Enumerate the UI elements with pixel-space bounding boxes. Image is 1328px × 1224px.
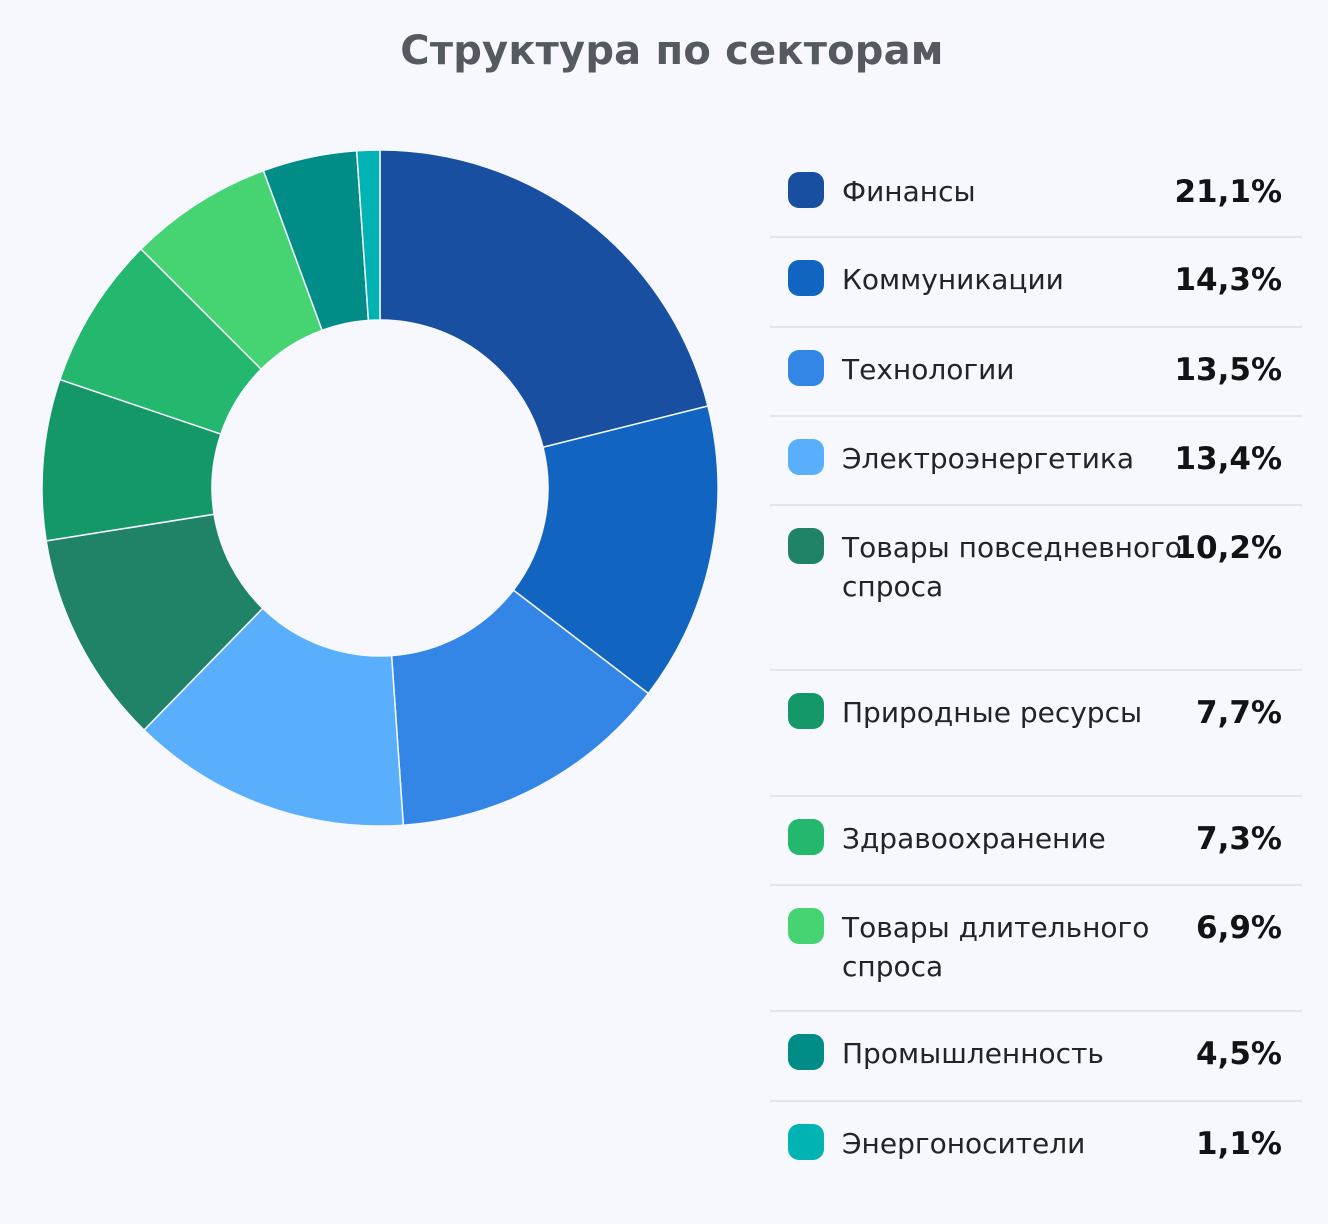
legend-item: Энергоносители 1,1% [770, 1102, 1302, 1192]
legend-swatch [788, 1034, 824, 1070]
legend-value: 13,4% [1174, 441, 1282, 477]
legend-item: Технологии 13,5% [770, 328, 1302, 417]
legend-label: Электроэнергетика [842, 442, 1134, 475]
legend-value: 13,5% [1174, 352, 1282, 388]
legend-swatch [788, 439, 824, 475]
legend-swatch [788, 819, 824, 855]
donut-slice-1[interactable] [512, 405, 719, 695]
legend-label: Товары длительного спроса [842, 911, 1150, 983]
donut-slice-9[interactable] [355, 149, 381, 322]
legend-swatch [788, 260, 824, 296]
legend-item: Природные ресурсы 7,7% [770, 671, 1302, 797]
legend-swatch [788, 528, 824, 564]
legend-label: Товары повседневного спроса [842, 531, 1182, 603]
chart-title: Структура по секторам [400, 28, 944, 74]
legend-value: 14,3% [1174, 262, 1282, 298]
donut-slice-0[interactable] [379, 149, 709, 449]
legend-label: Природные ресурсы [842, 696, 1143, 729]
legend-value: 21,1% [1174, 174, 1282, 210]
legend-value: 7,3% [1196, 821, 1282, 857]
donut-slice-4[interactable] [45, 513, 264, 732]
legend-item: Финансы 21,1% [770, 150, 1302, 238]
legend-value: 4,5% [1196, 1036, 1282, 1072]
legend-item: Здравоохранение 7,3% [770, 797, 1302, 886]
donut-chart [41, 149, 719, 827]
legend-swatch [788, 172, 824, 208]
legend-value: 7,7% [1196, 695, 1282, 731]
legend-value: 6,9% [1196, 910, 1282, 946]
legend-swatch [788, 693, 824, 729]
legend-item: Коммуникации 14,3% [770, 238, 1302, 328]
legend-item: Товары повседневного спроса 10,2% [770, 506, 1302, 671]
legend: Финансы 21,1% Коммуникации 14,3% Технологии 1… [770, 150, 1302, 1192]
legend-item: Электроэнергетика 13,4% [770, 417, 1302, 506]
legend-label: Здравоохранение [842, 822, 1106, 855]
legend-label: Промышленность [842, 1037, 1104, 1070]
donut-slice-3[interactable] [142, 607, 405, 827]
legend-value: 10,2% [1174, 530, 1282, 566]
legend-item: Промышленность 4,5% [770, 1012, 1302, 1102]
legend-value: 1,1% [1196, 1126, 1282, 1162]
legend-label: Коммуникации [842, 263, 1064, 296]
legend-label: Энергоносители [842, 1127, 1086, 1160]
legend-swatch [788, 1124, 824, 1160]
legend-label: Финансы [842, 175, 976, 208]
legend-swatch [788, 350, 824, 386]
legend-item: Товары длительного спроса 6,9% [770, 886, 1302, 1012]
donut-slice-2[interactable] [390, 589, 650, 826]
legend-label: Технологии [842, 353, 1015, 386]
legend-swatch [788, 908, 824, 944]
